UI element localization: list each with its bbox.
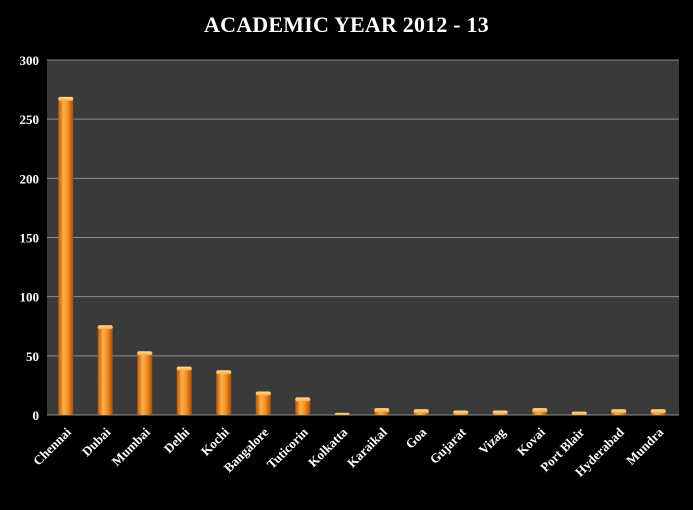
bar bbox=[453, 410, 469, 415]
bar bbox=[97, 325, 113, 415]
y-tick-label: 0 bbox=[33, 408, 40, 423]
x-tick-label: Mundra bbox=[623, 424, 667, 468]
bar bbox=[176, 366, 192, 415]
x-tick-label: Chennai bbox=[30, 424, 74, 468]
bar-body bbox=[255, 392, 271, 415]
x-tick-label: Vizag bbox=[476, 424, 509, 457]
gridlines bbox=[47, 59, 679, 416]
bar bbox=[216, 370, 232, 415]
bar bbox=[374, 408, 390, 415]
bar bbox=[334, 412, 350, 415]
bar-cap bbox=[295, 397, 311, 402]
bar-cap bbox=[413, 409, 429, 414]
bar-body bbox=[58, 97, 74, 415]
bar bbox=[650, 409, 666, 415]
chart-title: ACADEMIC YEAR 2012 - 13 bbox=[204, 12, 489, 37]
bar-cap bbox=[453, 410, 469, 415]
x-tick-label: Mumbai bbox=[109, 424, 154, 469]
x-tick-label: Kovai bbox=[514, 424, 548, 458]
bar-cap bbox=[58, 96, 74, 101]
bar-cap bbox=[97, 325, 113, 330]
bar-cap bbox=[374, 408, 390, 413]
bar bbox=[137, 351, 153, 415]
bar-cap bbox=[571, 411, 587, 415]
y-tick-label: 150 bbox=[20, 231, 40, 246]
x-tick-label: Kochi bbox=[198, 424, 232, 458]
x-tick-label: Delhi bbox=[161, 424, 193, 456]
x-tick-label: Goa bbox=[402, 424, 429, 451]
x-tick-label: Gujarat bbox=[427, 424, 470, 467]
bar-cap bbox=[650, 409, 666, 414]
y-tick-label: 250 bbox=[20, 112, 40, 127]
y-tick-label: 50 bbox=[26, 349, 39, 364]
x-tick-label: Dubai bbox=[79, 424, 114, 459]
y-axis-ticks: 0 50 100 150 200 250 300 bbox=[20, 53, 40, 423]
bar bbox=[413, 409, 429, 415]
bar-cap bbox=[492, 410, 508, 415]
bar-cap bbox=[255, 391, 271, 396]
bar bbox=[255, 391, 271, 415]
bar bbox=[295, 397, 311, 415]
bar-body bbox=[295, 398, 311, 415]
bar-cap bbox=[216, 370, 232, 375]
x-tick-label: Karaikal bbox=[344, 424, 390, 470]
y-tick-label: 200 bbox=[20, 171, 40, 186]
bar bbox=[571, 411, 587, 415]
bar-body bbox=[176, 367, 192, 415]
bar-cap bbox=[532, 408, 548, 413]
bar bbox=[492, 410, 508, 415]
bar-body bbox=[216, 371, 232, 415]
bar bbox=[532, 408, 548, 415]
bar-cap bbox=[137, 351, 153, 356]
bar-cap bbox=[176, 366, 192, 371]
bar-body bbox=[97, 326, 113, 415]
bar-cap bbox=[334, 412, 350, 415]
x-tick-label: Kolkatta bbox=[305, 424, 351, 470]
bars bbox=[58, 96, 666, 415]
y-tick-label: 100 bbox=[20, 290, 40, 305]
bar bbox=[58, 96, 74, 415]
y-tick-label: 300 bbox=[20, 53, 40, 68]
bar-cap bbox=[611, 409, 627, 414]
x-tick-label: Tuticorin bbox=[264, 424, 312, 472]
bar bbox=[611, 409, 627, 415]
bar-body bbox=[137, 352, 153, 415]
